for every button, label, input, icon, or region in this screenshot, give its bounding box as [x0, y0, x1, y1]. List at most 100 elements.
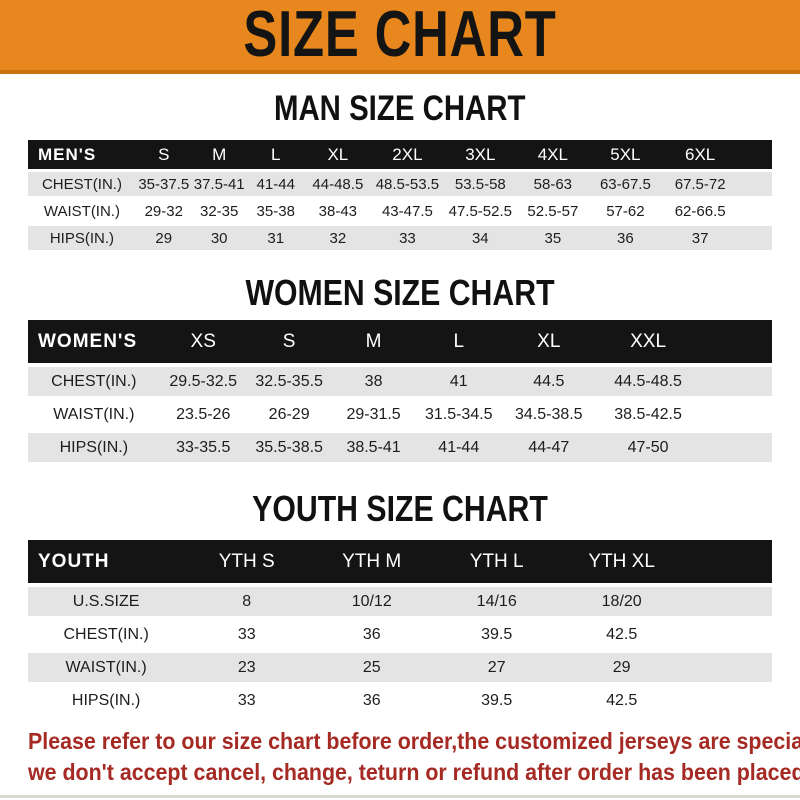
cell-value: 36 — [362, 625, 381, 643]
cell-value: 38.5-42.5 — [614, 405, 682, 423]
cell-value: 42.5 — [606, 691, 638, 709]
youth-size-column-3: YTH L — [469, 550, 524, 572]
women-table: WOMEN'S XS S M L XL XXL CHEST(IN.) 29.5-32.5 32.5… — [28, 320, 772, 462]
youth-table: YOUTH YTH S YTH M YTH L YTH XL U.S.SIZE 8 10/12… — [28, 540, 772, 715]
women-table-row: HIPS(IN.) 33-35.5 35.5-38.5 38.5-41 41-44 44-… — [28, 433, 772, 462]
cell-value: 44-47 — [528, 438, 570, 456]
men-table-header-row: MEN'S S M L XL 2XL 3XL 4XL 5XL 6XL — [28, 140, 772, 169]
section-youth: YOUTH SIZE CHART YOUTH YTH S YTH M YTH L YTH … — [0, 462, 800, 715]
men-heading: MAN SIZE CHART — [0, 74, 800, 126]
cell-value: 35-38 — [256, 202, 295, 220]
cell-value: 29-31.5 — [346, 405, 401, 423]
cell-value: 36 — [617, 229, 634, 247]
section-women: WOMEN SIZE CHART WOMEN'S XS S M L XL XXL CHEST(I… — [0, 250, 800, 462]
cell-value: 33 — [237, 625, 256, 643]
women-size-column-2: S — [282, 330, 296, 352]
cell-value: 34.5-38.5 — [514, 405, 583, 423]
youth-size-column-1: YTH S — [218, 550, 275, 572]
cell-value: 14/16 — [476, 592, 517, 610]
cell-value: 39.5 — [481, 691, 513, 709]
row-label: HIPS(IN.) — [59, 438, 129, 456]
youth-table-header-row: YOUTH YTH S YTH M YTH L YTH XL — [28, 540, 772, 583]
cell-value: 35 — [544, 229, 562, 247]
row-label: WAIST(IN.) — [65, 658, 147, 676]
cell-value: 33-35.5 — [176, 438, 231, 456]
cell-value: 18/20 — [601, 592, 642, 610]
cell-value: 36 — [362, 691, 381, 709]
disclaimer-line-2: we don't accept cancel, change, teturn o… — [28, 759, 800, 785]
cell-value: 44.5-48.5 — [614, 372, 682, 390]
row-label: WAIST(IN.) — [53, 405, 135, 423]
cell-value: 43-47.5 — [381, 202, 433, 220]
men-size-column-3: L — [271, 144, 281, 164]
men-size-column-7: 4XL — [537, 144, 568, 164]
cell-value: 31.5-34.5 — [424, 405, 493, 423]
cell-value: 23 — [237, 658, 256, 676]
youth-heading-text: YOUTH SIZE CHART — [252, 488, 548, 529]
bottom-divider — [0, 795, 800, 798]
cell-value: 48.5-53.5 — [375, 175, 440, 193]
men-size-column-1: S — [158, 144, 170, 164]
cell-value: 32 — [329, 229, 347, 247]
youth-table-title: YOUTH — [38, 550, 110, 572]
cell-value: 53.5-58 — [454, 175, 506, 193]
row-label: HIPS(IN.) — [71, 691, 141, 709]
banner-title: SIZE CHART — [243, 0, 557, 71]
cell-value: 52.5-57 — [527, 202, 579, 220]
section-men: MAN SIZE CHART MEN'S S M L XL 2XL 3XL 4XL 5XL 6XL C… — [0, 74, 800, 250]
women-table-title: WOMEN'S — [38, 330, 138, 352]
youth-table-row: U.S.SIZE 8 10/12 14/16 18/20 — [28, 587, 772, 616]
women-table-header-row: WOMEN'S XS S M L XL XXL — [28, 320, 772, 363]
men-size-column-9: 6XL — [685, 144, 716, 164]
cell-value: 10/12 — [351, 592, 392, 610]
disclaimer-line-1: Please refer to our size chart before or… — [28, 728, 800, 754]
cell-value: 33 — [237, 691, 256, 709]
women-size-column-3: M — [365, 330, 382, 352]
men-table-row: CHEST(IN.) 35-37.5 37.5-41 41-44 44-48.5 48.5… — [28, 172, 772, 196]
size-sections: MAN SIZE CHART MEN'S S M L XL 2XL 3XL 4XL 5XL 6XL C… — [0, 74, 800, 715]
cell-value: 35-37.5 — [138, 175, 190, 193]
men-table-row: WAIST(IN.) 29-32 32-35 35-38 38-43 43-47.5 47.… — [28, 199, 772, 223]
cell-value: 37.5-41 — [193, 175, 245, 193]
cell-value: 37 — [691, 229, 709, 247]
men-size-column-5: 2XL — [392, 144, 423, 164]
row-label: CHEST(IN.) — [63, 625, 149, 643]
cell-value: 38.5-41 — [346, 438, 401, 456]
cell-value: 25 — [362, 658, 381, 676]
cell-value: 41-44 — [256, 175, 295, 193]
cell-value: 26-29 — [268, 405, 310, 423]
men-size-column-6: 3XL — [465, 144, 496, 164]
cell-value: 27 — [487, 658, 506, 676]
cell-value: 8 — [242, 592, 252, 610]
men-table-title: MEN'S — [38, 144, 97, 164]
men-heading-text: MAN SIZE CHART — [274, 89, 526, 128]
youth-table-row: CHEST(IN.) 33 36 39.5 42.5 — [28, 620, 772, 649]
cell-value: 29 — [612, 658, 631, 676]
size-chart-banner: SIZE CHART — [0, 0, 800, 74]
cell-value: 47.5-52.5 — [448, 202, 512, 220]
cell-value: 33 — [399, 229, 416, 247]
cell-value: 39.5 — [481, 625, 513, 643]
cell-value: 30 — [210, 229, 228, 247]
men-size-column-4: XL — [327, 144, 349, 164]
women-size-column-1: XS — [190, 330, 216, 352]
youth-table-row: WAIST(IN.) 23 25 27 29 — [28, 653, 772, 682]
cell-value: 57-62 — [606, 202, 645, 220]
cell-value: 35.5-38.5 — [255, 438, 323, 456]
youth-table-row: HIPS(IN.) 33 36 39.5 42.5 — [28, 686, 772, 715]
women-size-column-5: XL — [537, 330, 561, 352]
row-label: WAIST(IN.) — [43, 202, 120, 220]
men-size-column-8: 5XL — [610, 144, 641, 164]
cell-value: 58-63 — [533, 175, 573, 193]
cell-value: 41-44 — [438, 438, 480, 456]
cell-value: 41 — [449, 372, 468, 390]
row-label: U.S.SIZE — [72, 592, 140, 610]
youth-size-column-4: YTH XL — [588, 550, 655, 572]
cell-value: 44.5 — [533, 372, 565, 390]
men-table: MEN'S S M L XL 2XL 3XL 4XL 5XL 6XL CHEST(IN.) 35-37… — [28, 140, 772, 250]
youth-heading: YOUTH SIZE CHART — [0, 462, 800, 527]
row-label: CHEST(IN.) — [51, 372, 137, 390]
cell-value: 67.5-72 — [674, 175, 726, 193]
cell-value: 38 — [364, 372, 383, 390]
cell-value: 29-32 — [144, 202, 183, 220]
